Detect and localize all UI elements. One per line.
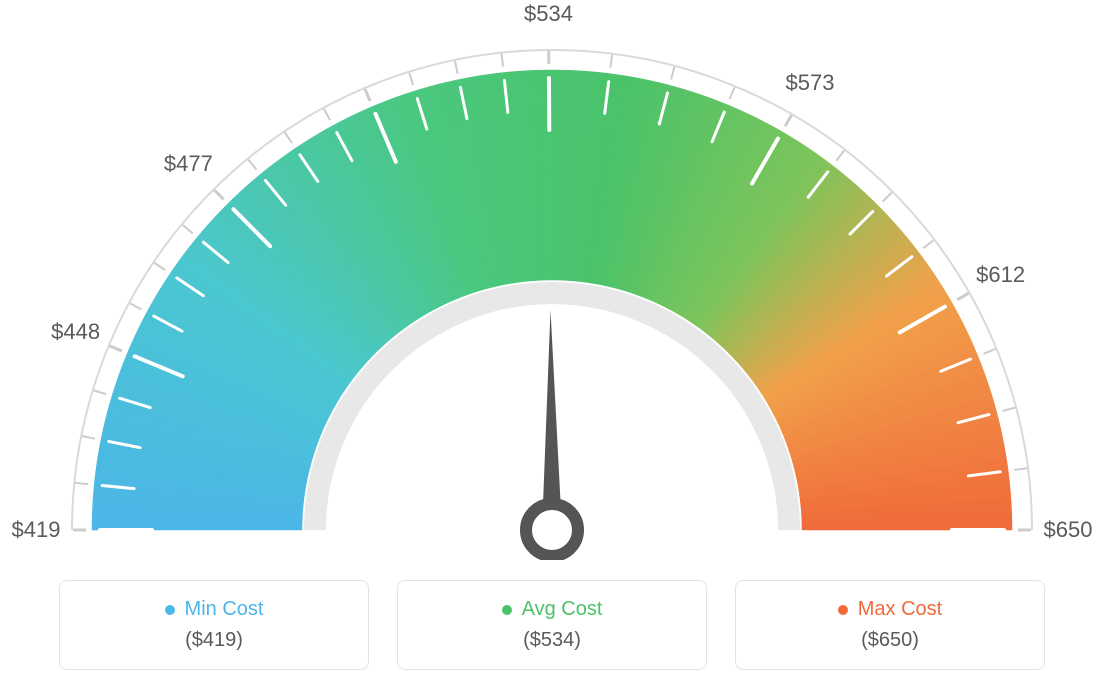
legend-value-max: ($650) — [861, 629, 919, 652]
legend-title-max: Max Cost — [838, 598, 942, 621]
dot-avg — [502, 605, 512, 615]
gauge-svg — [0, 0, 1104, 560]
gauge-tick-label: $573 — [786, 70, 835, 96]
legend-title-avg: Avg Cost — [502, 598, 603, 621]
chart-container: $419 $448 $477 $534 $573 $612 $650 Min Cost ($… — [0, 0, 1104, 690]
gauge-tick-label: $477 — [164, 151, 213, 177]
gauge-tick-label: $612 — [976, 262, 1025, 288]
legend-row: Min Cost ($419) Avg Cost ($534) Max Cost… — [0, 580, 1104, 670]
legend-label-min: Min Cost — [185, 598, 264, 621]
gauge-tick-label: $650 — [1044, 517, 1093, 543]
legend-card-min: Min Cost ($419) — [59, 580, 369, 670]
dot-max — [838, 605, 848, 615]
dot-min — [165, 605, 175, 615]
legend-label-avg: Avg Cost — [522, 598, 603, 621]
legend-card-avg: Avg Cost ($534) — [397, 580, 707, 670]
legend-card-max: Max Cost ($650) — [735, 580, 1045, 670]
legend-value-min: ($419) — [185, 629, 243, 652]
gauge-tick-label: $419 — [12, 517, 61, 543]
legend-label-max: Max Cost — [858, 598, 942, 621]
gauge-tick-label: $448 — [51, 319, 100, 345]
legend-value-avg: ($534) — [523, 629, 581, 652]
gauge-area: $419 $448 $477 $534 $573 $612 $650 — [0, 0, 1104, 560]
gauge-tick-label: $534 — [524, 1, 573, 27]
legend-title-min: Min Cost — [165, 598, 264, 621]
